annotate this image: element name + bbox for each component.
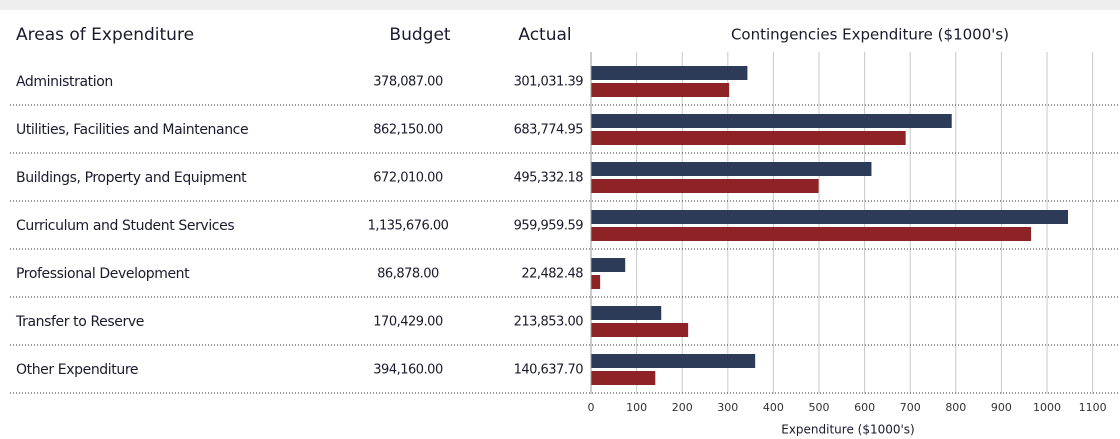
bar [591, 179, 819, 193]
bar [591, 258, 626, 272]
x-tick-label: 700 [900, 401, 921, 414]
x-axis-label: Expenditure ($1000's) [781, 423, 915, 437]
x-tick-label: 800 [945, 401, 966, 414]
x-tick-label: 1100 [1079, 401, 1107, 414]
table-cell: 301,031.39 [514, 75, 584, 90]
x-tick-label: 400 [763, 401, 784, 414]
bar [591, 354, 756, 368]
bar [591, 131, 906, 145]
bar [591, 323, 689, 337]
table-cell: 213,853.00 [514, 315, 584, 330]
x-tick-label: 900 [991, 401, 1012, 414]
bar [591, 371, 656, 385]
table-cell: Administration [16, 74, 113, 90]
chart-title: Contingencies Expenditure ($1000's) [731, 26, 1009, 44]
table-cell: Other Expenditure [16, 362, 138, 378]
table-cell: 86,878.00 [377, 267, 439, 282]
bar [591, 114, 952, 128]
column-header: Budget [389, 25, 450, 45]
table-cell: 495,332.18 [514, 171, 584, 186]
table-cell: 862,150.00 [373, 123, 443, 138]
table-cell: 140,637.70 [514, 363, 584, 378]
table-cell: Transfer to Reserve [15, 314, 144, 330]
table-cell: 1,135,676.00 [368, 219, 449, 234]
table-cell: 22,482.48 [521, 267, 583, 282]
bar [591, 83, 730, 97]
table-cell: Curriculum and Student Services [16, 218, 234, 234]
bar [591, 227, 1032, 241]
table-cell: 683,774.95 [514, 123, 584, 138]
column-header: Areas of Expenditure [16, 25, 194, 45]
x-tick-label: 300 [717, 401, 738, 414]
table-cell: 672,010.00 [373, 171, 443, 186]
table-cell: 378,087.00 [373, 75, 443, 90]
table-cell: 959,959.59 [514, 219, 584, 234]
x-tick-label: 500 [809, 401, 830, 414]
bar [591, 66, 748, 80]
x-tick-label: 100 [626, 401, 647, 414]
column-header: Actual [518, 25, 571, 45]
x-tick-label: 0 [588, 401, 595, 414]
x-tick-label: 200 [672, 401, 693, 414]
table-cell: 170,429.00 [373, 315, 443, 330]
table-cell: 394,160.00 [373, 363, 443, 378]
x-tick-label: 1000 [1033, 401, 1061, 414]
bar [591, 275, 601, 289]
table-cell: Professional Development [16, 266, 190, 282]
bar [591, 306, 662, 320]
table-cell: Utilities, Facilities and Maintenance [16, 122, 248, 138]
x-tick-label: 600 [854, 401, 875, 414]
top-strip [0, 0, 1120, 10]
table-cell: Buildings, Property and Equipment [16, 170, 247, 186]
bar [591, 162, 872, 176]
bar [591, 210, 1069, 224]
